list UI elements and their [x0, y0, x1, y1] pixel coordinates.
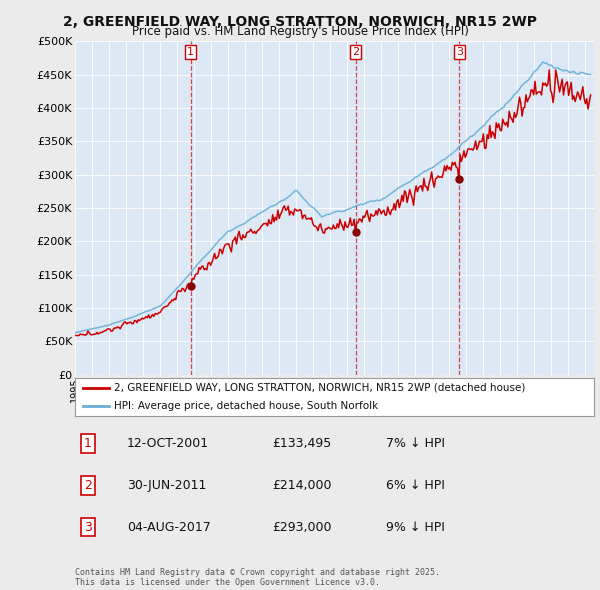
- Text: 30-JUN-2011: 30-JUN-2011: [127, 478, 206, 492]
- Text: 1: 1: [187, 47, 194, 57]
- Text: £293,000: £293,000: [272, 520, 332, 533]
- Text: 04-AUG-2017: 04-AUG-2017: [127, 520, 211, 533]
- Text: Price paid vs. HM Land Registry's House Price Index (HPI): Price paid vs. HM Land Registry's House …: [131, 25, 469, 38]
- Text: 2: 2: [84, 478, 92, 492]
- Text: HPI: Average price, detached house, South Norfolk: HPI: Average price, detached house, Sout…: [114, 401, 378, 411]
- Text: 1: 1: [84, 437, 92, 450]
- Text: 7% ↓ HPI: 7% ↓ HPI: [386, 437, 445, 450]
- Text: 6% ↓ HPI: 6% ↓ HPI: [386, 478, 445, 492]
- Text: £214,000: £214,000: [272, 478, 332, 492]
- Text: Contains HM Land Registry data © Crown copyright and database right 2025.
This d: Contains HM Land Registry data © Crown c…: [75, 568, 440, 587]
- Text: 2: 2: [352, 47, 359, 57]
- Text: 9% ↓ HPI: 9% ↓ HPI: [386, 520, 445, 533]
- Text: 2, GREENFIELD WAY, LONG STRATTON, NORWICH, NR15 2WP: 2, GREENFIELD WAY, LONG STRATTON, NORWIC…: [63, 15, 537, 29]
- Text: 3: 3: [84, 520, 92, 533]
- Text: 12-OCT-2001: 12-OCT-2001: [127, 437, 209, 450]
- Text: £133,495: £133,495: [272, 437, 331, 450]
- Text: 2, GREENFIELD WAY, LONG STRATTON, NORWICH, NR15 2WP (detached house): 2, GREENFIELD WAY, LONG STRATTON, NORWIC…: [114, 383, 526, 393]
- Text: 3: 3: [456, 47, 463, 57]
